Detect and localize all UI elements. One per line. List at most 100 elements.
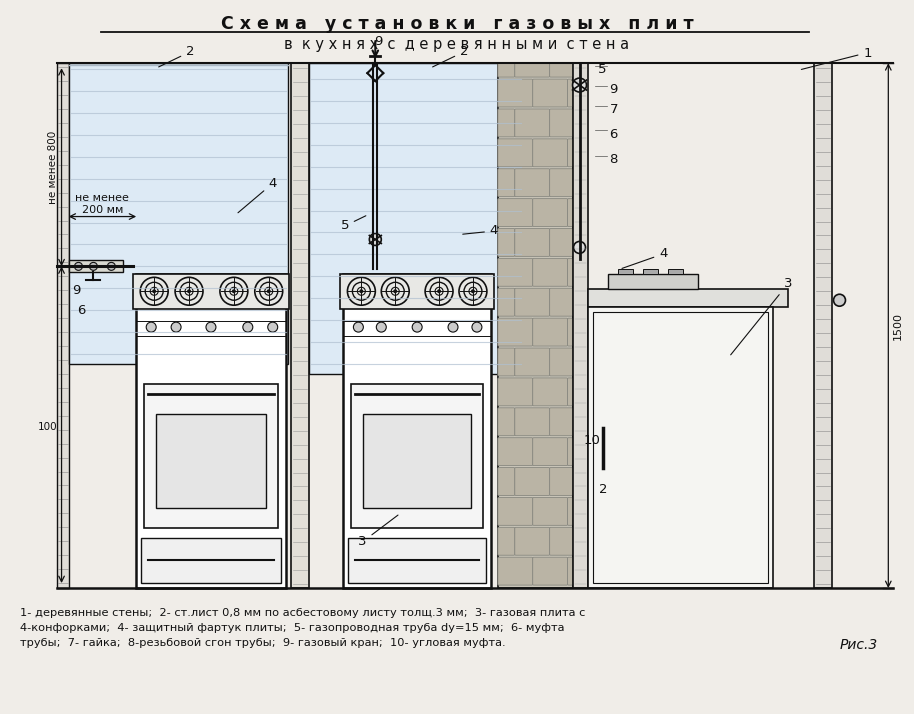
Bar [69,261,123,272]
Bar [348,538,486,583]
Bar [589,289,788,307]
FancyBboxPatch shape [568,378,572,406]
FancyBboxPatch shape [498,528,515,555]
FancyBboxPatch shape [498,169,515,196]
FancyBboxPatch shape [498,438,533,466]
Bar [156,414,266,508]
Text: 1- деревянные стены;  2- ст.лист 0,8 мм по асбестовому листу толщ.3 мм;  3- газо: 1- деревянные стены; 2- ст.лист 0,8 мм п… [20,608,585,618]
Text: 3: 3 [730,277,792,355]
FancyBboxPatch shape [549,408,572,436]
Circle shape [448,322,458,332]
Circle shape [268,322,278,332]
Circle shape [146,322,156,332]
Circle shape [572,78,587,92]
FancyBboxPatch shape [549,348,572,376]
FancyBboxPatch shape [498,318,533,346]
FancyBboxPatch shape [549,468,572,496]
FancyBboxPatch shape [568,438,572,466]
Text: 5: 5 [598,63,606,76]
Text: 9: 9 [610,83,618,96]
FancyBboxPatch shape [533,438,568,466]
FancyBboxPatch shape [533,139,568,167]
Text: 1500: 1500 [893,311,903,340]
Circle shape [171,322,181,332]
FancyBboxPatch shape [515,63,549,77]
Bar [351,384,483,528]
Text: 5: 5 [340,216,366,233]
Circle shape [187,289,191,293]
FancyBboxPatch shape [498,288,515,316]
Bar [572,63,589,588]
FancyBboxPatch shape [549,528,572,555]
Circle shape [90,262,98,271]
Text: 4: 4 [622,247,667,268]
Text: не менее
200 мм: не менее 200 мм [76,193,129,214]
FancyBboxPatch shape [568,79,572,107]
FancyBboxPatch shape [533,378,568,406]
Text: трубы;  7- гайка;  8-резьбовой сгон трубы;  9- газовый кран;  10- угловая муфта.: трубы; 7- гайка; 8-резьбовой сгон трубы;… [20,638,505,648]
FancyBboxPatch shape [549,288,572,316]
FancyBboxPatch shape [515,408,549,436]
Bar [668,269,683,274]
Bar [619,269,633,274]
FancyBboxPatch shape [498,498,533,526]
Text: в  к у х н я х  с  д е р е в я н н ы м и  с т е н а: в к у х н я х с д е р е в я н н ы м и с … [284,36,630,51]
Circle shape [393,289,398,293]
Text: не менее 800: не менее 800 [48,131,58,204]
Bar [593,312,768,583]
Text: 8: 8 [610,153,618,166]
Text: 9: 9 [374,35,382,49]
Text: 3: 3 [358,515,398,548]
FancyBboxPatch shape [568,258,572,286]
Text: 9: 9 [72,284,80,297]
Bar [643,269,658,274]
FancyBboxPatch shape [515,468,549,496]
FancyBboxPatch shape [498,198,533,226]
Text: 4: 4 [238,176,277,213]
Bar [813,63,832,588]
Text: 100: 100 [38,422,58,432]
FancyBboxPatch shape [498,468,515,496]
Circle shape [75,262,82,271]
Circle shape [472,322,482,332]
FancyBboxPatch shape [498,258,533,286]
Text: С х е м а   у с т а н о в к и   г а з о в ы х   п л и т: С х е м а у с т а н о в к и г а з о в ы … [220,15,694,34]
FancyBboxPatch shape [498,79,533,107]
FancyBboxPatch shape [515,228,549,256]
Circle shape [232,289,236,293]
Bar [144,384,278,528]
Circle shape [377,322,387,332]
Text: 7: 7 [610,103,618,116]
FancyBboxPatch shape [498,139,533,167]
FancyBboxPatch shape [515,348,549,376]
Bar [309,63,523,374]
FancyBboxPatch shape [568,198,572,226]
Circle shape [267,289,271,293]
Circle shape [369,233,381,246]
FancyBboxPatch shape [498,228,515,256]
FancyBboxPatch shape [533,557,568,585]
Text: 4: 4 [462,224,498,238]
Circle shape [354,322,364,332]
Text: 2: 2 [432,45,469,67]
FancyBboxPatch shape [533,79,568,107]
FancyBboxPatch shape [498,109,515,137]
Text: 10: 10 [583,433,600,447]
Text: 2: 2 [159,45,195,67]
FancyBboxPatch shape [549,63,572,77]
Bar [142,538,281,583]
Circle shape [359,289,364,293]
Bar [498,63,572,588]
Circle shape [243,322,253,332]
Bar [364,414,471,508]
FancyBboxPatch shape [515,528,549,555]
FancyBboxPatch shape [568,139,572,167]
Circle shape [153,289,156,293]
FancyBboxPatch shape [515,169,549,196]
Text: Рис.3: Рис.3 [840,638,878,652]
Circle shape [574,241,586,253]
Bar [136,274,286,588]
FancyBboxPatch shape [568,557,572,585]
FancyBboxPatch shape [533,258,568,286]
Text: 1: 1 [802,47,872,69]
